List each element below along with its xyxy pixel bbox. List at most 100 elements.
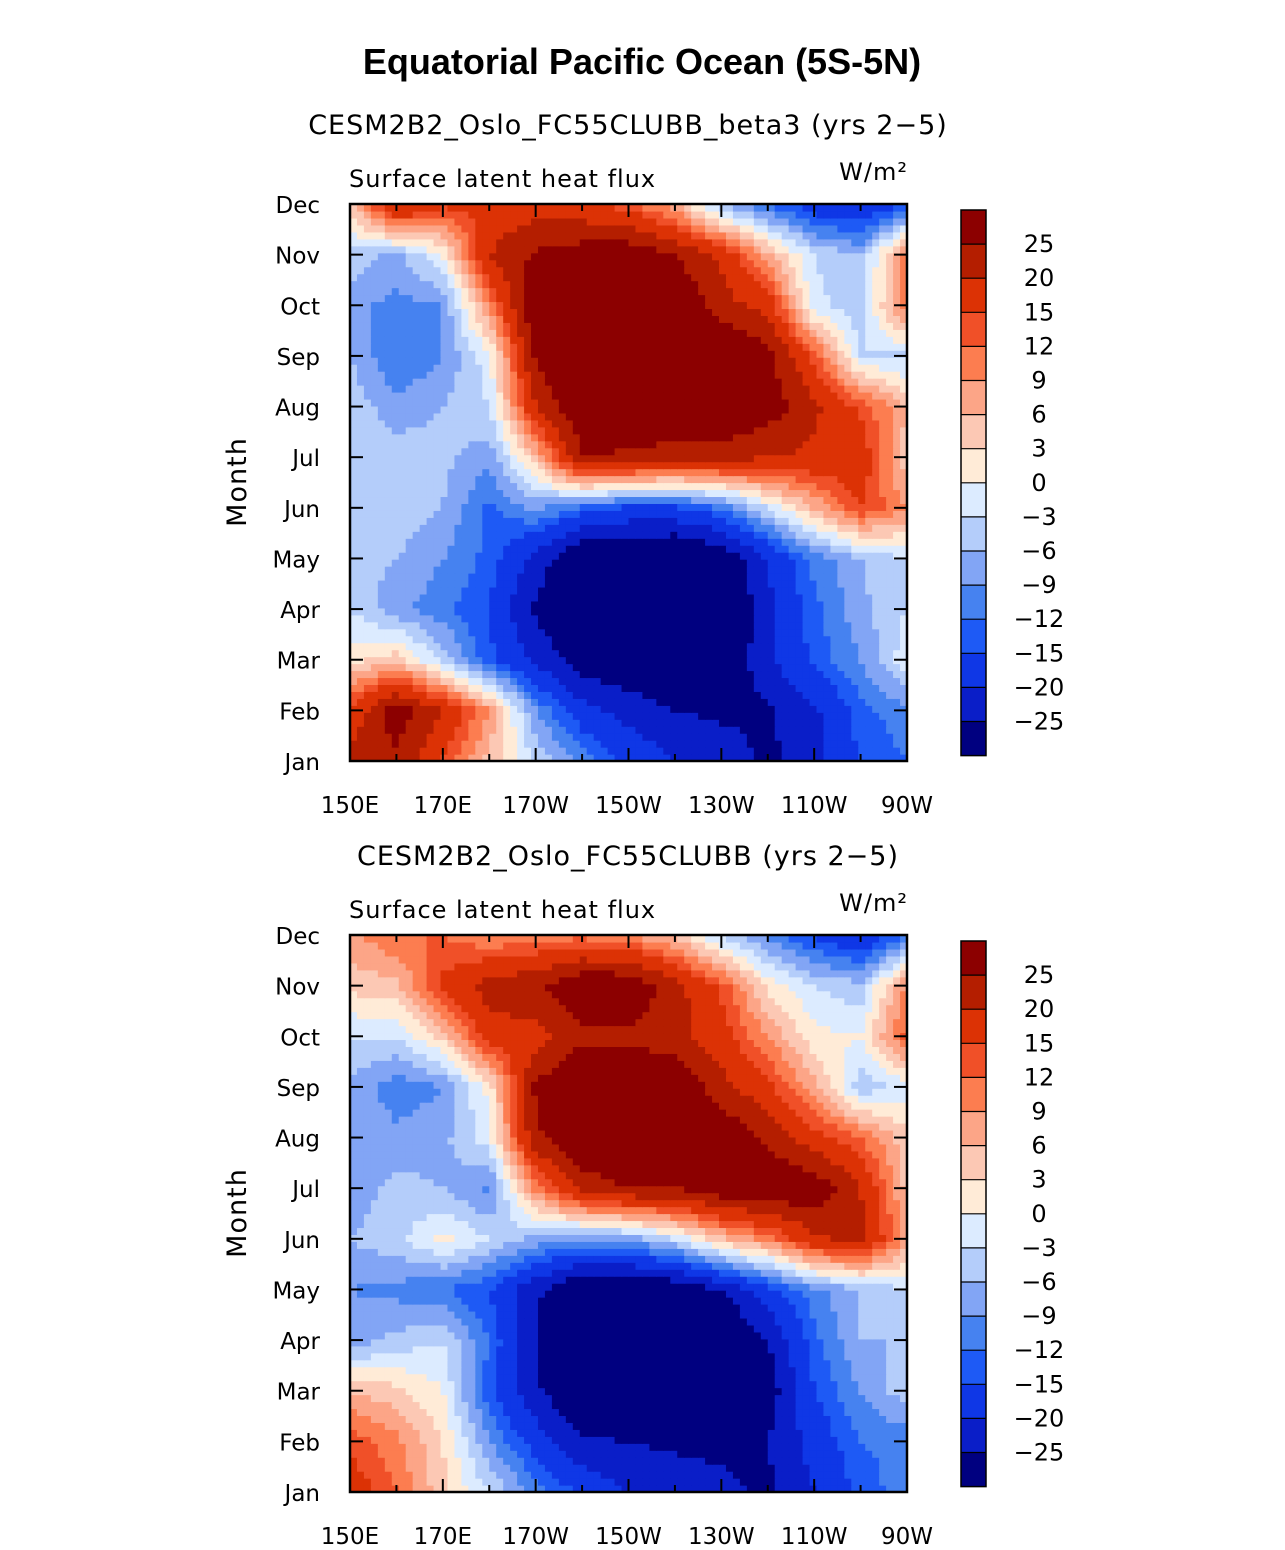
heatmap-cell bbox=[739, 545, 748, 553]
heatmap-cell bbox=[489, 329, 497, 337]
heatmap-cell bbox=[621, 586, 630, 595]
heatmap-cell bbox=[496, 719, 504, 727]
heatmap-cell bbox=[816, 412, 825, 421]
heatmap-cell bbox=[900, 391, 908, 400]
heatmap-cell bbox=[524, 684, 532, 692]
heatmap-cell bbox=[691, 656, 699, 665]
heatmap-cell bbox=[753, 336, 762, 344]
heatmap-cell bbox=[774, 740, 783, 748]
heatmap-cell bbox=[607, 412, 616, 421]
heatmap-cell bbox=[670, 656, 678, 665]
heatmap-cell bbox=[719, 573, 727, 581]
heatmap-cell bbox=[705, 670, 713, 679]
heatmap-cell bbox=[412, 378, 421, 386]
heatmap-cell bbox=[405, 614, 414, 623]
heatmap-cell bbox=[691, 378, 699, 386]
heatmap-cell bbox=[837, 573, 845, 581]
heatmap-cell bbox=[795, 747, 804, 755]
heatmap-cell bbox=[705, 482, 713, 491]
heatmap-cell bbox=[649, 454, 657, 463]
heatmap-cell bbox=[893, 461, 901, 470]
heatmap-cell bbox=[356, 607, 365, 616]
heatmap-cell bbox=[510, 322, 518, 330]
heatmap-cell bbox=[802, 566, 811, 574]
heatmap-cell bbox=[447, 559, 456, 567]
heatmap-cell bbox=[531, 489, 539, 498]
heatmap-cell bbox=[677, 412, 685, 421]
heatmap-cell bbox=[405, 412, 414, 421]
heatmap-cell bbox=[739, 329, 748, 337]
heatmap-cell bbox=[732, 726, 741, 734]
heatmap-cell bbox=[781, 566, 790, 574]
heatmap-cell bbox=[753, 468, 762, 477]
heatmap-cell bbox=[837, 391, 845, 400]
heatmap-cell bbox=[510, 364, 518, 372]
heatmap-cell bbox=[531, 614, 539, 623]
heatmap-cell bbox=[621, 517, 630, 525]
heatmap-cell bbox=[593, 412, 602, 421]
heatmap-cell bbox=[844, 698, 852, 706]
heatmap-cell bbox=[809, 510, 818, 518]
heatmap-cell bbox=[468, 740, 476, 748]
heatmap-cell bbox=[482, 628, 490, 637]
heatmap-cell bbox=[517, 350, 525, 358]
heatmap-cell bbox=[593, 426, 602, 435]
heatmap-cell bbox=[698, 663, 706, 672]
heatmap-cell bbox=[510, 426, 518, 435]
heatmap-cell bbox=[377, 552, 386, 560]
heatmap-cell bbox=[607, 398, 616, 407]
heatmap-cell bbox=[739, 378, 748, 386]
heatmap-cell bbox=[531, 322, 539, 330]
heatmap-cell bbox=[712, 350, 720, 358]
heatmap-cell bbox=[510, 405, 518, 414]
heatmap-cell bbox=[572, 440, 581, 449]
heatmap-cell bbox=[475, 336, 483, 344]
heatmap-cell bbox=[851, 329, 859, 337]
heatmap-cell bbox=[851, 419, 859, 428]
heatmap-cell bbox=[544, 322, 553, 330]
heatmap-cell bbox=[621, 684, 630, 692]
heatmap-cell bbox=[510, 566, 518, 574]
heatmap-cell bbox=[732, 538, 741, 546]
heatmap-cell bbox=[614, 552, 623, 560]
heatmap-cell bbox=[600, 378, 609, 386]
heatmap-cell bbox=[753, 621, 762, 630]
heatmap-cell bbox=[454, 684, 462, 692]
heatmap-cell bbox=[384, 531, 393, 539]
heatmap-cell bbox=[781, 649, 790, 658]
heatmap-cell bbox=[621, 503, 630, 511]
heatmap-cell bbox=[531, 433, 539, 442]
heatmap-cell bbox=[760, 593, 769, 602]
heatmap-cell bbox=[795, 726, 804, 734]
heatmap-cell bbox=[670, 642, 678, 651]
heatmap-cell bbox=[572, 329, 581, 337]
heatmap-cell bbox=[551, 419, 560, 428]
heatmap-cell bbox=[537, 726, 546, 734]
heatmap-cell bbox=[830, 371, 838, 379]
heatmap-cell bbox=[865, 691, 873, 699]
heatmap-cell bbox=[503, 454, 511, 463]
heatmap-cell bbox=[795, 670, 804, 679]
heatmap-cell bbox=[593, 698, 602, 706]
heatmap-cell bbox=[384, 510, 393, 518]
heatmap-cell bbox=[433, 538, 442, 546]
heatmap-cell bbox=[795, 733, 804, 741]
heatmap-cell bbox=[865, 740, 873, 748]
heatmap-cell bbox=[795, 593, 804, 602]
heatmap-cell bbox=[753, 398, 762, 407]
heatmap-cell bbox=[712, 482, 720, 491]
heatmap-cell bbox=[684, 607, 692, 616]
heatmap-cell bbox=[377, 405, 386, 414]
heatmap-cell bbox=[517, 538, 525, 546]
heatmap-cell bbox=[656, 573, 664, 581]
heatmap-cell bbox=[363, 628, 372, 637]
heatmap-cell bbox=[607, 579, 616, 588]
heatmap-cell bbox=[579, 559, 588, 567]
heatmap-cell bbox=[628, 405, 637, 414]
heatmap-cell bbox=[886, 684, 894, 692]
heatmap-cell bbox=[691, 593, 699, 602]
heatmap-cell bbox=[621, 489, 630, 498]
heatmap-cell bbox=[684, 398, 692, 407]
heatmap-cell bbox=[531, 419, 539, 428]
heatmap-cell bbox=[537, 510, 546, 518]
